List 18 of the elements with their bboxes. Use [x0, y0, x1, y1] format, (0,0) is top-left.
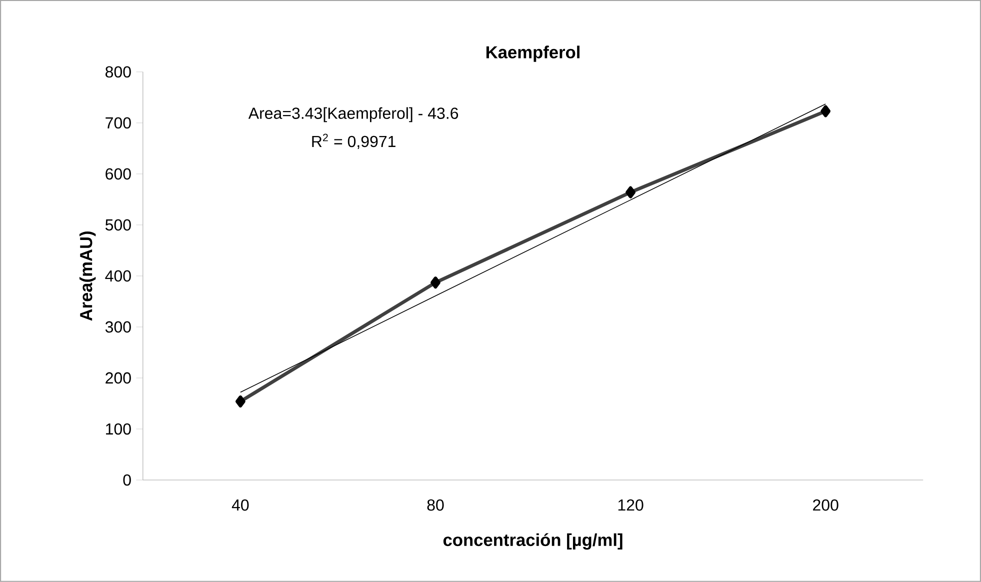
y-tick-label: 200 [106, 372, 131, 384]
y-tick-label: 500 [105, 219, 131, 231]
x-axis-title: concentración [µg/ml] [443, 533, 622, 550]
annotation: Area=3.43[Kaempferol] - 43.6 [248, 107, 458, 122]
x-tick-label: 40 [232, 499, 249, 511]
y-tick-label: 800 [106, 66, 131, 78]
x-tick-label: 80 [427, 499, 444, 511]
y-tick-label: 600 [106, 168, 131, 180]
y-tick-label: 400 [105, 270, 131, 282]
y-tick-label: 100 [106, 423, 131, 435]
x-tick-label: 200 [813, 499, 838, 511]
y-tick-label: 700 [106, 117, 131, 129]
annotation: R$^{2}$ = 0,9971 [312, 134, 396, 150]
y-tick-label: 0 [123, 474, 131, 486]
chart-title: Kaempferol [486, 46, 580, 62]
y-axis-title: Area(mAU) [80, 232, 96, 321]
x-tick-label: 120 [618, 499, 644, 511]
y-tick-label: 300 [105, 321, 131, 333]
